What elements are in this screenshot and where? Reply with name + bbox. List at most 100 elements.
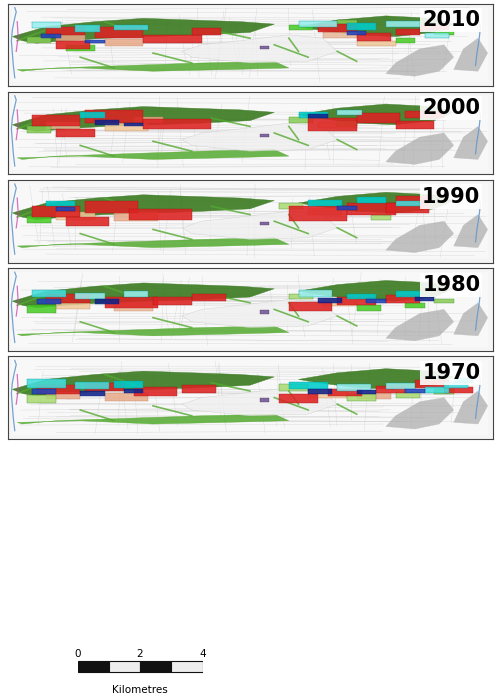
Polygon shape <box>12 96 488 170</box>
Text: 2010: 2010 <box>422 10 480 30</box>
Text: 0: 0 <box>74 649 81 659</box>
Bar <box>153 297 192 305</box>
Bar <box>80 391 104 396</box>
Bar <box>298 290 332 297</box>
Bar <box>347 23 376 30</box>
Bar <box>66 217 110 226</box>
Bar <box>308 118 356 132</box>
Bar <box>95 300 119 304</box>
Bar <box>78 661 109 672</box>
Polygon shape <box>298 193 454 213</box>
Bar <box>56 35 85 41</box>
Bar <box>371 215 390 220</box>
Bar <box>124 123 144 127</box>
Bar <box>356 390 376 394</box>
Bar <box>328 389 362 396</box>
Bar <box>338 121 356 127</box>
Bar <box>420 25 449 30</box>
Bar <box>56 41 90 49</box>
Polygon shape <box>17 326 289 336</box>
Polygon shape <box>12 195 274 220</box>
Bar <box>85 110 144 123</box>
Bar <box>42 34 61 38</box>
Bar <box>318 122 356 128</box>
Text: 1980: 1980 <box>422 274 480 295</box>
Bar <box>27 379 66 388</box>
Bar <box>356 197 386 203</box>
Bar <box>27 37 51 43</box>
Bar <box>76 25 100 32</box>
Bar <box>46 200 76 206</box>
Polygon shape <box>182 35 338 63</box>
Bar <box>308 389 332 394</box>
Bar <box>46 392 80 399</box>
Polygon shape <box>182 388 338 416</box>
Bar <box>376 386 405 393</box>
Bar <box>46 122 80 129</box>
Bar <box>260 46 270 49</box>
Bar <box>171 661 202 672</box>
Bar <box>27 216 51 223</box>
Bar <box>298 113 328 118</box>
Bar <box>434 31 454 35</box>
Bar <box>85 200 138 213</box>
Bar <box>396 197 430 203</box>
Bar <box>289 25 313 30</box>
Polygon shape <box>182 211 338 239</box>
Bar <box>289 294 313 300</box>
Bar <box>289 382 328 389</box>
Bar <box>32 206 80 217</box>
Bar <box>424 387 449 393</box>
Bar <box>56 303 90 309</box>
Bar <box>104 123 148 132</box>
Text: 1990: 1990 <box>422 186 480 206</box>
Bar <box>386 295 420 303</box>
Bar <box>182 385 216 393</box>
Bar <box>260 222 270 225</box>
Bar <box>444 382 468 388</box>
Bar <box>76 382 110 389</box>
Bar <box>396 392 420 398</box>
Bar <box>144 119 211 129</box>
Text: 2000: 2000 <box>422 98 480 118</box>
Bar <box>134 387 177 396</box>
Bar <box>109 661 140 672</box>
Polygon shape <box>17 238 289 248</box>
Polygon shape <box>386 398 454 429</box>
Bar <box>95 120 119 125</box>
Polygon shape <box>12 283 274 308</box>
Text: 4: 4 <box>199 649 206 659</box>
Polygon shape <box>17 414 289 424</box>
Bar <box>95 27 144 38</box>
Bar <box>347 394 376 401</box>
Bar <box>32 389 56 394</box>
Bar <box>56 212 95 220</box>
Bar <box>386 383 415 389</box>
Bar <box>405 303 424 308</box>
Bar <box>308 199 342 206</box>
Bar <box>56 129 95 137</box>
Bar <box>27 395 56 402</box>
Bar <box>289 118 313 123</box>
Bar <box>27 127 51 133</box>
Bar <box>386 21 420 27</box>
Bar <box>46 294 90 303</box>
Bar <box>318 298 342 303</box>
Bar <box>386 203 430 213</box>
Text: Kilometres: Kilometres <box>112 685 168 694</box>
Polygon shape <box>386 45 454 76</box>
Bar <box>289 302 333 311</box>
Text: 1970: 1970 <box>422 363 480 383</box>
Polygon shape <box>12 371 274 396</box>
Bar <box>415 380 449 388</box>
Bar <box>338 20 356 24</box>
Bar <box>396 29 420 35</box>
Bar <box>260 398 270 402</box>
Bar <box>124 291 148 297</box>
Bar <box>140 661 171 672</box>
Bar <box>114 303 153 311</box>
Bar <box>66 45 95 51</box>
Bar <box>32 115 80 127</box>
Polygon shape <box>17 62 289 71</box>
Bar <box>323 32 356 38</box>
